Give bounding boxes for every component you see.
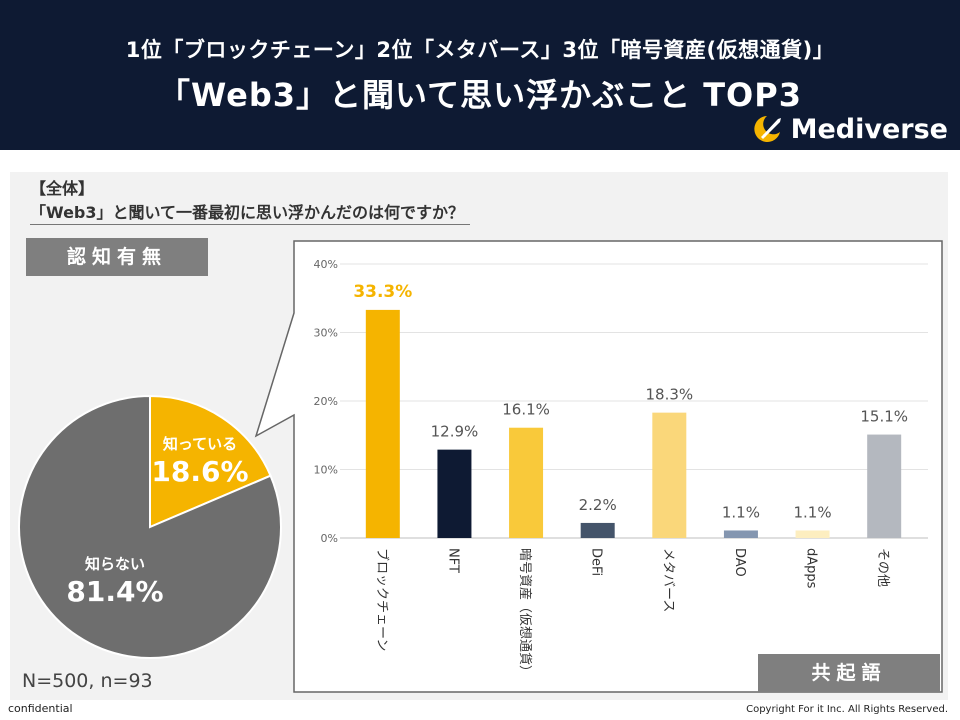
bar-value-label: 33.3% bbox=[353, 282, 412, 302]
headline-title: 「Web3」と聞いて思い浮かぶこと TOP3 bbox=[158, 76, 802, 114]
cooccurrence-tag: 共起語 bbox=[758, 654, 940, 692]
x-category-label: メタバース bbox=[660, 548, 675, 612]
pie-slice-value: 18.6% bbox=[151, 455, 248, 488]
bar bbox=[437, 449, 472, 538]
x-category-label: ブロックチェーン bbox=[374, 548, 390, 651]
y-tick-label: 0% bbox=[321, 532, 338, 545]
confidential-note: confidential bbox=[8, 702, 73, 715]
bar bbox=[723, 530, 758, 538]
y-tick-label: 40% bbox=[314, 258, 338, 271]
bar-value-label: 12.9% bbox=[431, 423, 479, 441]
bar-value-label: 1.1% bbox=[722, 503, 760, 521]
bar-value-label: 16.1% bbox=[502, 401, 550, 419]
headline-ranking: 1位「ブロックチェーン」2位「メタバース」3位「暗号資産(仮想通貨)」 bbox=[125, 38, 835, 62]
section-label: 【全体】 bbox=[30, 179, 95, 198]
x-category-label: 暗号資産（仮想通貨） bbox=[517, 548, 533, 678]
x-category-label: DAO bbox=[732, 548, 747, 577]
bar-value-label: 18.3% bbox=[645, 386, 693, 404]
pie-slice-label: 知っている bbox=[163, 435, 237, 453]
x-category-label: NFT bbox=[445, 548, 460, 573]
rocket-moon-icon bbox=[753, 116, 781, 142]
question-text: 「Web3」と聞いて一番最初に思い浮かんだのは何ですか？ bbox=[30, 202, 471, 225]
y-tick-label: 10% bbox=[314, 464, 338, 477]
awareness-tag: 認知有無 bbox=[26, 238, 208, 276]
bar-value-label: 2.2% bbox=[579, 496, 617, 514]
y-tick-label: 20% bbox=[314, 395, 338, 408]
x-category-label: DeFi bbox=[589, 548, 604, 576]
y-tick-label: 30% bbox=[314, 327, 338, 340]
bar-value-label: 1.1% bbox=[794, 503, 832, 521]
bar bbox=[509, 427, 544, 538]
header-banner: 1位「ブロックチェーン」2位「メタバース」3位「暗号資産(仮想通貨)」 「Web… bbox=[0, 0, 960, 150]
brand-name: Mediverse bbox=[790, 113, 948, 145]
awareness-pie-chart: 知っている 18.6% 知らない 81.4% bbox=[18, 394, 282, 659]
bar bbox=[365, 309, 400, 538]
bar bbox=[580, 522, 615, 538]
x-category-label: その他 bbox=[875, 548, 890, 587]
pie-slice-value: 81.4% bbox=[66, 575, 163, 608]
sample-size: N=500, n=93 bbox=[22, 670, 153, 692]
copyright: Copyright For it Inc. All Rights Reserve… bbox=[746, 704, 948, 715]
brand-logo: Mediverse bbox=[751, 112, 948, 146]
bar-value-label: 15.1% bbox=[860, 408, 908, 426]
pie-slice-label: 知らない bbox=[85, 555, 145, 573]
bar bbox=[867, 434, 902, 538]
x-category-label: dApps bbox=[804, 548, 819, 589]
bar bbox=[652, 412, 687, 538]
bar bbox=[795, 530, 830, 538]
